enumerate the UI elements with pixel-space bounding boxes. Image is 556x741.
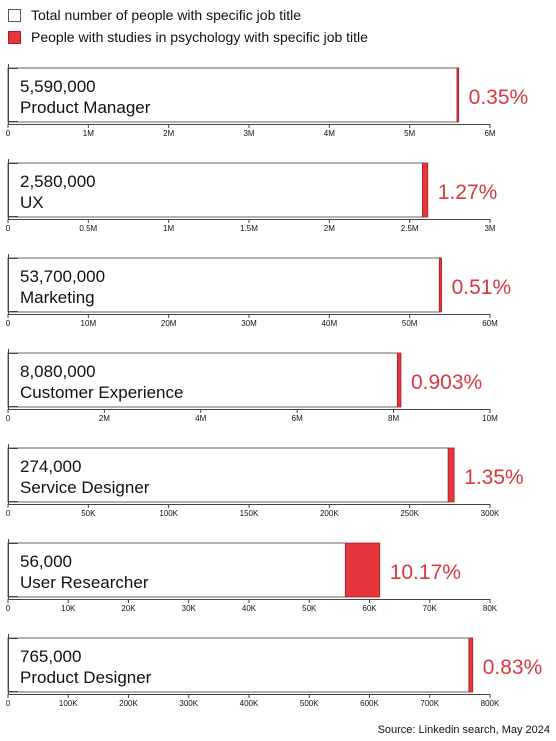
pct-label-service-designer: 1.35% — [464, 466, 524, 489]
count-label-ux: 2,580,000 — [20, 172, 96, 191]
x-tick-label-customer-experience: 8M — [388, 414, 399, 423]
psych-bar-product-manager — [456, 67, 460, 123]
x-tick-label-user-researcher: 70K — [423, 604, 438, 613]
x-tick-label-user-researcher: 10K — [61, 604, 76, 613]
pct-label-product-designer: 0.83% — [483, 656, 543, 679]
x-tick-label-service-designer: 250K — [400, 509, 419, 518]
x-tick-label-customer-experience: 0 — [6, 414, 11, 423]
source-note: Source: Linkedin search, May 2024 — [377, 724, 550, 736]
x-tick-label-ux: 0 — [6, 224, 11, 233]
count-label-service-designer: 274,000 — [20, 457, 81, 476]
x-tick-label-product-manager: 6M — [484, 129, 495, 138]
x-tick-label-user-researcher: 60K — [362, 604, 377, 613]
count-label-product-designer: 765,000 — [20, 647, 81, 666]
count-label-customer-experience: 8,080,000 — [20, 362, 96, 381]
x-tick-label-product-manager: 3M — [243, 129, 254, 138]
x-tick-label-marketing: 30M — [241, 319, 257, 328]
x-tick-label-product-manager: 1M — [83, 129, 94, 138]
x-tick-label-ux: 3M — [484, 224, 495, 233]
x-tick-label-marketing: 10M — [81, 319, 97, 328]
legend-swatch-total — [8, 8, 21, 22]
x-tick-label-service-designer: 0 — [6, 509, 11, 518]
x-tick-label-product-designer: 300K — [179, 699, 198, 708]
x-tick-label-service-designer: 100K — [159, 509, 178, 518]
total-bar-service-designer — [7, 447, 449, 503]
total-bar-user-researcher — [7, 542, 346, 598]
x-tick-label-service-designer: 150K — [240, 509, 259, 518]
x-tick-label-service-designer: 300K — [481, 509, 500, 518]
legend: Total number of people with specific job… — [8, 4, 368, 48]
psych-bar-marketing — [438, 257, 442, 313]
count-label-user-researcher: 56,000 — [20, 552, 72, 571]
x-tick-label-product-designer: 600K — [360, 699, 379, 708]
x-tick-label-product-designer: 0 — [6, 699, 11, 708]
legend-item-psych: People with studies in psychology with s… — [8, 26, 368, 48]
psych-bar-customer-experience — [397, 352, 402, 408]
x-tick-label-customer-experience: 4M — [195, 414, 206, 423]
count-label-product-manager: 5,590,000 — [20, 77, 96, 96]
x-tick-label-ux: 1.5M — [240, 224, 258, 233]
x-tick-label-user-researcher: 20K — [121, 604, 136, 613]
total-bar-product-designer — [7, 637, 470, 693]
x-tick-label-marketing: 60M — [482, 319, 498, 328]
x-tick-label-product-designer: 400K — [240, 699, 259, 708]
legend-label-total: Total number of people with specific job… — [31, 7, 302, 23]
x-tick-label-product-designer: 500K — [300, 699, 319, 708]
pct-label-marketing: 0.51% — [452, 276, 512, 299]
x-tick-label-service-designer: 200K — [320, 509, 339, 518]
x-tick-label-product-manager: 2M — [163, 129, 174, 138]
pct-label-ux: 1.27% — [438, 181, 498, 204]
x-tick-label-marketing: 0 — [6, 319, 11, 328]
x-tick-label-service-designer: 50K — [81, 509, 96, 518]
x-tick-label-user-researcher: 50K — [302, 604, 317, 613]
psych-bar-service-designer — [447, 447, 455, 503]
x-tick-label-customer-experience: 6M — [292, 414, 303, 423]
x-tick-label-ux: 0.5M — [79, 224, 97, 233]
x-tick-label-product-designer: 800K — [481, 699, 500, 708]
total-bar-marketing — [7, 257, 440, 313]
x-tick-label-ux: 1M — [163, 224, 174, 233]
title-label-marketing: Marketing — [20, 288, 95, 307]
total-bar-customer-experience — [7, 352, 398, 408]
psych-bar-user-researcher — [344, 542, 381, 598]
x-tick-label-user-researcher: 80K — [483, 604, 498, 613]
legend-item-total: Total number of people with specific job… — [8, 4, 368, 26]
psych-bar-product-designer — [468, 637, 474, 693]
x-tick-label-user-researcher: 40K — [242, 604, 257, 613]
x-tick-label-product-manager: 0 — [6, 129, 11, 138]
pct-label-user-researcher: 10.17% — [390, 561, 461, 584]
x-tick-label-product-manager: 4M — [324, 129, 335, 138]
title-label-user-researcher: User Researcher — [20, 573, 149, 592]
title-label-product-manager: Product Manager — [20, 98, 151, 117]
x-tick-label-ux: 2.5M — [401, 224, 419, 233]
x-tick-label-marketing: 40M — [322, 319, 338, 328]
x-tick-label-customer-experience: 10M — [482, 414, 498, 423]
x-tick-label-marketing: 50M — [402, 319, 418, 328]
pct-label-customer-experience: 0.903% — [411, 371, 482, 394]
title-label-ux: UX — [20, 193, 44, 212]
psych-bar-ux — [422, 162, 429, 218]
title-label-customer-experience: Customer Experience — [20, 383, 183, 402]
x-tick-label-product-designer: 100K — [59, 699, 78, 708]
x-tick-label-product-designer: 200K — [119, 699, 138, 708]
count-label-marketing: 53,700,000 — [20, 267, 105, 286]
title-label-service-designer: Service Designer — [20, 478, 150, 497]
x-tick-label-product-manager: 5M — [404, 129, 415, 138]
x-tick-label-customer-experience: 2M — [99, 414, 110, 423]
x-tick-label-user-researcher: 0 — [6, 604, 11, 613]
total-bar-ux — [7, 162, 424, 218]
x-tick-label-user-researcher: 30K — [182, 604, 197, 613]
x-tick-label-marketing: 20M — [161, 319, 177, 328]
x-tick-label-ux: 2M — [324, 224, 335, 233]
title-label-product-designer: Product Designer — [20, 668, 152, 687]
legend-label-psych: People with studies in psychology with s… — [31, 29, 368, 45]
pct-label-product-manager: 0.35% — [469, 86, 529, 109]
legend-swatch-psych — [8, 30, 21, 44]
x-tick-label-product-designer: 700K — [420, 699, 439, 708]
